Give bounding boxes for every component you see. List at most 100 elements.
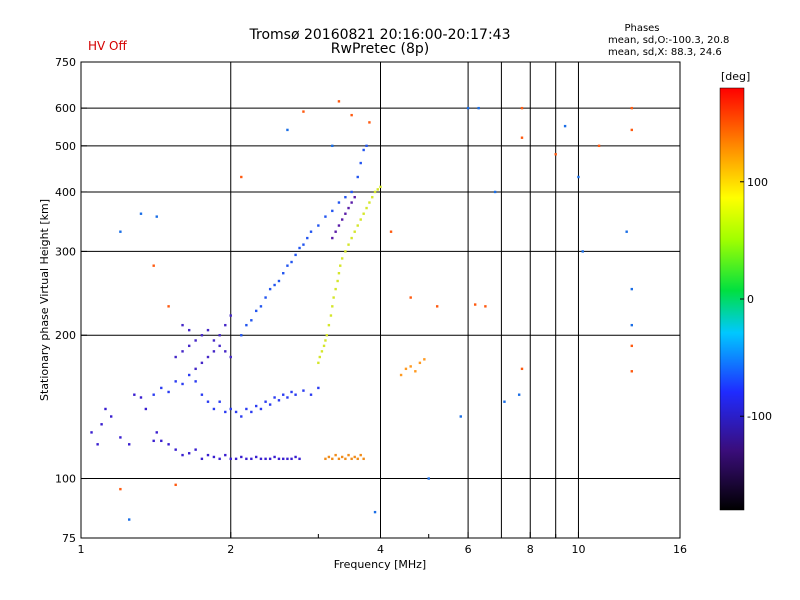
data-point — [302, 243, 305, 246]
data-point — [268, 403, 272, 406]
data-point — [368, 201, 371, 204]
data-point — [194, 339, 197, 342]
data-point — [332, 296, 335, 299]
data-point — [306, 236, 309, 240]
colorbar-tick-label: 100 — [747, 176, 768, 189]
data-point — [414, 370, 417, 373]
data-point — [250, 410, 253, 414]
data-point — [119, 487, 122, 491]
data-point — [294, 393, 297, 396]
data-point — [187, 328, 191, 332]
data-point — [554, 153, 557, 156]
data-point — [128, 443, 131, 446]
data-point — [340, 257, 344, 260]
data-point — [347, 453, 350, 457]
data-point — [290, 390, 293, 394]
data-point — [581, 250, 584, 253]
data-point — [160, 386, 163, 390]
data-point — [152, 393, 155, 396]
data-point — [520, 367, 524, 371]
chart-subtitle: RwPretec (8p) — [331, 41, 429, 57]
data-point — [282, 272, 285, 275]
data-point — [212, 407, 216, 411]
data-point — [268, 287, 272, 291]
data-point — [290, 260, 293, 264]
data-point — [630, 106, 633, 110]
data-point — [340, 455, 344, 459]
data-point — [503, 400, 506, 403]
data-point — [144, 407, 148, 411]
data-point — [282, 457, 285, 461]
colorbar-tick-label: -100 — [747, 410, 772, 423]
data-point — [325, 334, 329, 337]
data-point — [493, 190, 497, 194]
data-point — [318, 355, 321, 359]
data-point — [218, 457, 221, 461]
data-point — [520, 136, 524, 139]
data-point — [334, 230, 337, 233]
data-point — [302, 110, 305, 113]
data-point — [224, 350, 227, 353]
data-point — [317, 361, 320, 365]
data-point — [327, 323, 331, 327]
data-point — [630, 323, 633, 327]
data-point — [240, 175, 243, 179]
data-point — [373, 190, 377, 194]
data-point — [466, 106, 470, 110]
data-point — [625, 230, 628, 233]
data-point — [344, 195, 347, 199]
y-tick-label: 75 — [62, 532, 76, 545]
data-point — [206, 453, 210, 457]
data-point — [234, 457, 238, 461]
data-point — [317, 386, 320, 390]
data-point — [344, 457, 347, 461]
data-point — [229, 457, 232, 461]
data-point — [181, 382, 184, 386]
data-point — [630, 128, 633, 132]
data-point — [331, 144, 334, 148]
data-point — [109, 415, 113, 418]
data-point — [187, 344, 191, 348]
data-point — [334, 453, 337, 457]
data-point — [409, 365, 412, 368]
data-point — [520, 106, 524, 110]
data-point — [100, 423, 103, 426]
data-point — [298, 246, 301, 250]
data-point — [337, 272, 341, 275]
x-axis-label: Frequency [MHz] — [334, 558, 426, 571]
data-point — [218, 334, 221, 337]
data-point — [435, 305, 439, 308]
data-point — [630, 344, 633, 348]
data-point — [327, 455, 331, 459]
data-point — [350, 113, 353, 117]
data-point — [155, 431, 158, 434]
phases-o-stats: mean, sd,O:-100.3, 20.8 — [608, 35, 729, 46]
data-point — [320, 350, 324, 353]
data-point — [139, 396, 143, 399]
data-point — [484, 305, 487, 308]
data-point — [337, 224, 341, 227]
data-point — [302, 389, 305, 392]
data-point — [286, 128, 289, 132]
y-tick-label: 300 — [55, 245, 76, 258]
data-point — [337, 100, 341, 103]
data-point — [379, 185, 382, 189]
data-point — [224, 410, 227, 414]
data-point — [229, 355, 232, 359]
data-point — [477, 106, 480, 110]
data-point — [194, 380, 197, 383]
data-point — [337, 201, 341, 204]
data-point — [174, 448, 177, 451]
data-point — [250, 457, 253, 461]
data-point — [229, 407, 232, 411]
data-point — [174, 483, 177, 487]
hv-status-label: HV Off — [88, 39, 127, 53]
data-point — [254, 309, 258, 313]
data-points — [90, 100, 633, 521]
y-axis-label: Stationary phase Virtual Height [km] — [38, 199, 51, 401]
data-point — [404, 367, 408, 371]
data-point — [427, 477, 430, 480]
data-point — [365, 144, 368, 148]
data-point — [324, 457, 327, 461]
data-point — [359, 453, 362, 457]
